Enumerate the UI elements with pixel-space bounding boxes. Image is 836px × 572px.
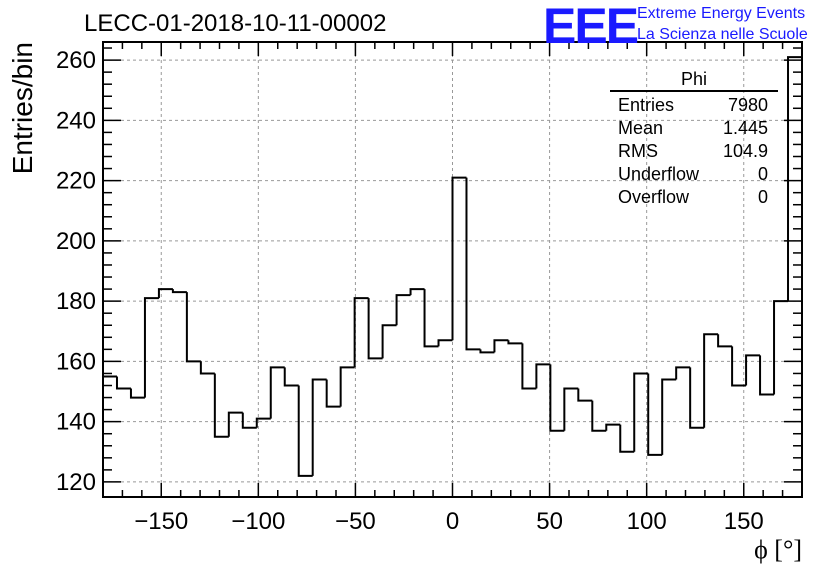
histogram-bin	[325, 379, 341, 408]
chart-title: LECC-01-2018-10-11-00002	[84, 10, 387, 37]
histogram-bin	[241, 412, 257, 429]
stats-row-rms: RMS 104.9	[610, 140, 778, 163]
histogram-bin	[745, 354, 761, 386]
stats-label: RMS	[618, 141, 658, 161]
histogram-bin	[689, 367, 705, 429]
histogram-bin	[759, 355, 775, 396]
stats-row-entries: Entries 7980	[610, 94, 778, 117]
histogram-bin	[115, 376, 131, 390]
y-tick-label: 200	[56, 228, 96, 255]
histogram-bin	[171, 289, 187, 294]
histogram-bin	[157, 288, 173, 299]
histogram-bin	[297, 385, 313, 477]
histogram-bin	[633, 372, 649, 452]
stats-label: Mean	[618, 118, 664, 138]
histogram-bin	[577, 388, 593, 402]
histogram-bin	[255, 417, 271, 428]
stats-row-mean: Mean 1.445	[610, 117, 778, 140]
stats-value: 0	[757, 187, 768, 207]
stats-title: Phi	[680, 69, 707, 89]
eee-logo: EEE	[543, 0, 639, 54]
histogram-bin	[535, 363, 551, 389]
histogram-bin	[549, 364, 565, 432]
histogram-bin	[521, 343, 537, 390]
histogram-bin	[283, 367, 299, 387]
x-tick-label: −100	[231, 508, 285, 535]
histogram-bin	[311, 378, 327, 476]
histogram-bin	[269, 366, 285, 419]
y-tick-label: 160	[56, 348, 96, 375]
histogram-bin	[675, 366, 691, 380]
histogram-bin	[353, 297, 369, 368]
histogram-bin	[381, 324, 397, 359]
stats-value: 104.9	[722, 141, 768, 161]
histogram-bin	[465, 177, 481, 351]
stats-label: Underflow	[618, 164, 700, 184]
stats-row-overflow: Overflow 0	[610, 186, 778, 209]
histogram-bin	[591, 400, 607, 432]
histogram-bin	[605, 423, 621, 431]
histogram-bin	[213, 373, 229, 438]
histogram-bin	[479, 349, 495, 354]
histogram-bin	[507, 340, 523, 345]
logo-caption-line1: Extreme Energy Events	[637, 5, 806, 22]
histogram-bin	[339, 366, 355, 407]
y-tick-label: 140	[56, 409, 96, 436]
x-tick-label: 50	[536, 508, 563, 535]
histogram-bin	[102, 375, 117, 497]
stats-value: 7980	[727, 95, 768, 115]
x-tick-label: 100	[627, 508, 667, 535]
x-tick-label: 0	[446, 508, 459, 535]
histogram-bin	[423, 289, 439, 348]
histogram-bin	[647, 373, 663, 456]
histogram-bin	[409, 288, 425, 296]
x-tick-label: −150	[134, 508, 188, 535]
histogram-bin	[773, 300, 789, 395]
stats-box: Phi Entries 7980 Mean 1.445 RMS 104.9 Un…	[610, 69, 778, 209]
y-tick-label: 180	[56, 288, 96, 315]
histogram-bin	[367, 298, 383, 360]
histogram-bin	[437, 339, 453, 347]
histogram-bin	[395, 294, 411, 326]
histogram-bin	[227, 411, 243, 437]
stats-divider	[610, 90, 778, 92]
x-axis-label: ϕ [°]	[754, 535, 802, 564]
histogram-bin	[731, 346, 747, 387]
histogram-bin	[563, 387, 579, 431]
histogram-bin	[661, 378, 677, 455]
histogram-bin	[199, 361, 215, 375]
histogram-bin	[703, 333, 719, 428]
x-tick-label: 150	[724, 508, 764, 535]
histogram-bin	[717, 334, 733, 348]
y-tick-label: 260	[56, 47, 96, 74]
stats-value: 1.445	[722, 118, 768, 138]
histogram-bin	[619, 424, 635, 453]
histogram-bin	[451, 176, 467, 341]
y-tick-label: 120	[56, 469, 96, 496]
histogram-bin	[787, 56, 802, 302]
x-tick-label: −50	[335, 508, 376, 535]
y-tick-label: 220	[56, 168, 96, 195]
y-axis-label: Entries/bin	[7, 42, 38, 174]
logo-caption: Extreme Energy Events La Scienza nelle S…	[637, 3, 808, 45]
histogram-bin	[143, 297, 159, 398]
logo-caption-line2: La Scienza nelle Scuole	[637, 26, 808, 43]
y-tick-label: 240	[56, 107, 96, 134]
histogram-bin	[185, 292, 201, 363]
histogram-bin	[493, 339, 509, 353]
histogram-bin	[129, 388, 145, 399]
stats-value: 0	[757, 164, 768, 184]
stats-row-underflow: Underflow 0	[610, 163, 778, 186]
stats-label: Entries	[618, 95, 675, 115]
stats-label: Overflow	[618, 187, 690, 207]
